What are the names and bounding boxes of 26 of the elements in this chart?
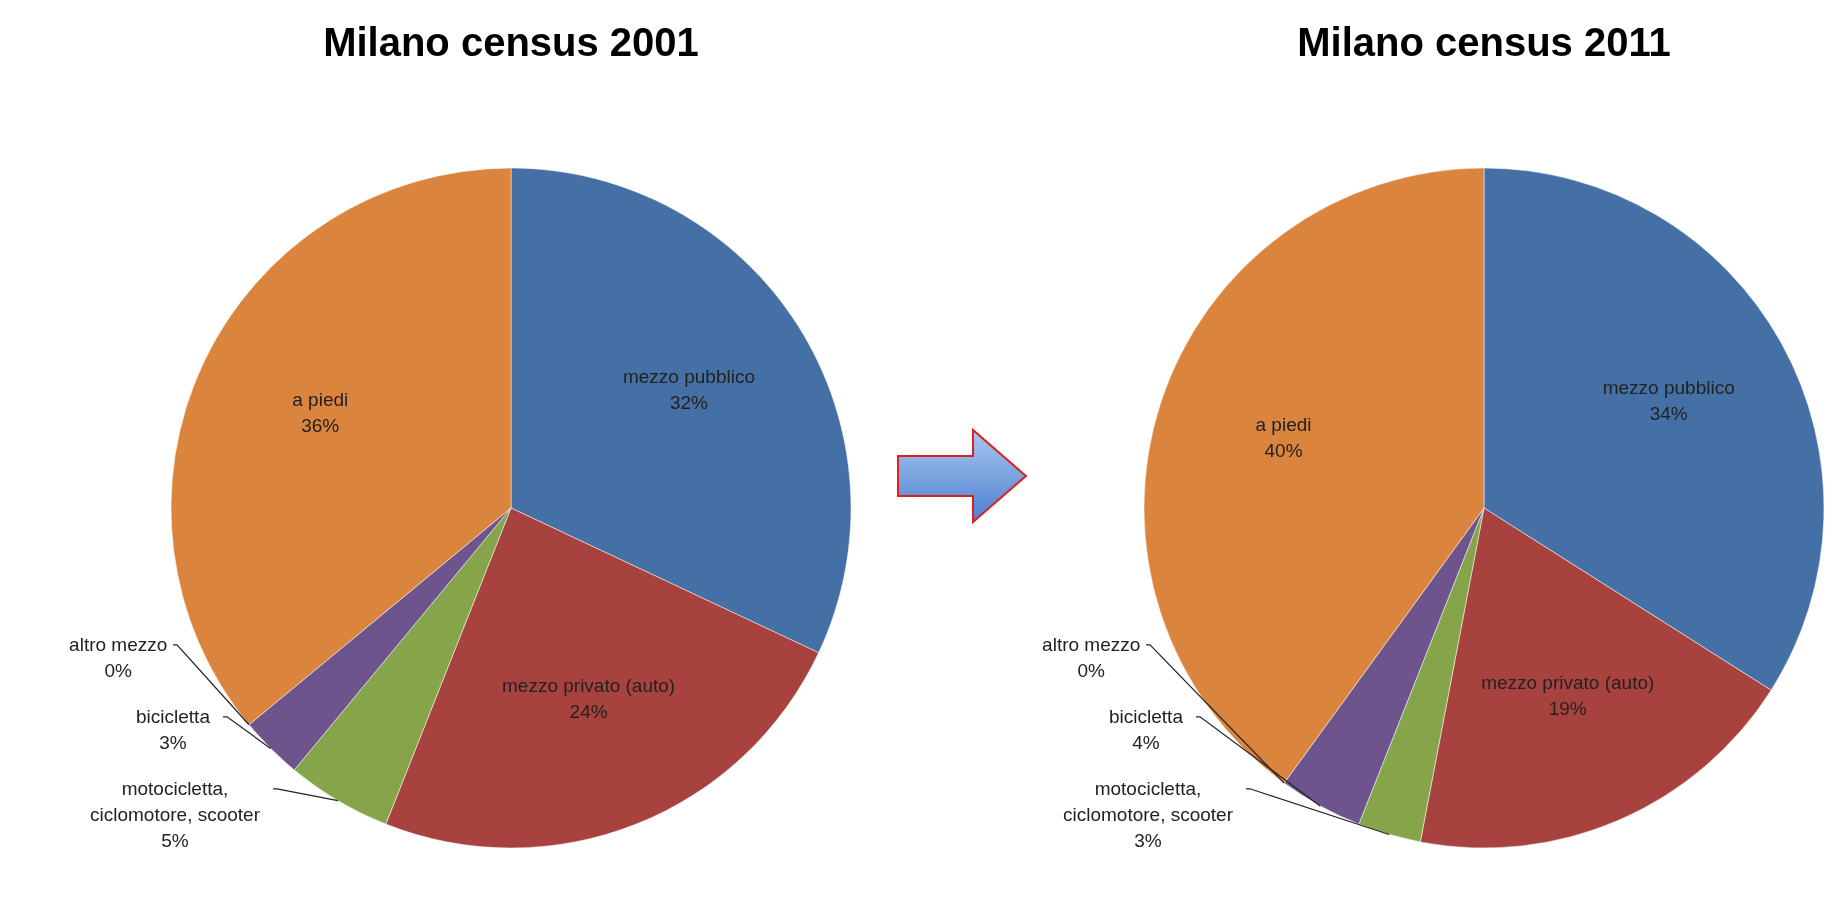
chart-title: Milano census 2001 — [323, 20, 699, 64]
data-label: 24% — [569, 701, 608, 722]
category-label: altro mezzo — [1042, 633, 1141, 655]
slice-label: motocicletta, ciclomotore, scooter — [1062, 777, 1234, 825]
slice-label: mezzo privato (auto) — [1481, 672, 1655, 694]
slice-label: bicicletta — [136, 705, 211, 727]
data-label: 36% — [301, 415, 340, 437]
data-label: 5% — [161, 829, 189, 851]
slice-label: mezzo pubblico — [1602, 377, 1735, 399]
data-label: 40% — [1264, 439, 1303, 461]
slice-label: a piedi — [292, 389, 349, 411]
slice-label: a piedi — [1255, 413, 1312, 435]
data-label: 19% — [1548, 698, 1587, 720]
data-label: 34% — [1649, 403, 1688, 425]
data-label: 4% — [1132, 731, 1160, 753]
text: 0% — [104, 659, 132, 681]
slice-label: motocicletta, ciclomotore, scooter — [89, 777, 261, 825]
data-label: 3% — [1134, 829, 1162, 851]
data-label: 32% — [669, 392, 709, 414]
slice-label: mezzo pubblico — [622, 366, 755, 388]
slice-label: mezzo privato (auto) — [502, 675, 676, 696]
text: 0% — [1077, 659, 1105, 681]
slice-label: bicicletta — [1109, 705, 1184, 727]
category-label: altro mezzo — [69, 633, 168, 655]
chart-title: Milano census 2011 — [1297, 20, 1671, 64]
data-label: 3% — [159, 731, 187, 753]
